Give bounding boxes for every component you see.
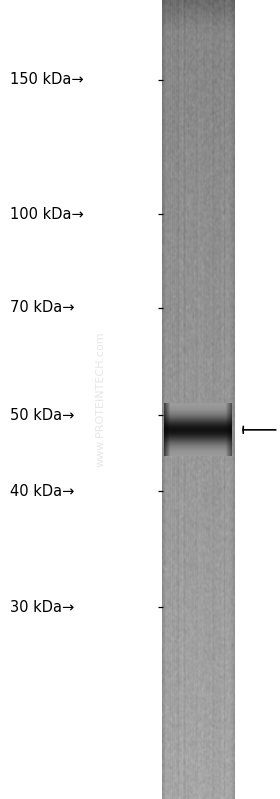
- Text: 150 kDa→: 150 kDa→: [10, 73, 83, 87]
- Text: 40 kDa→: 40 kDa→: [10, 484, 74, 499]
- Text: 30 kDa→: 30 kDa→: [10, 600, 74, 614]
- Text: 100 kDa→: 100 kDa→: [10, 207, 83, 221]
- Text: www.PROTEINTECH.com: www.PROTEINTECH.com: [96, 332, 106, 467]
- Text: 50 kDa→: 50 kDa→: [10, 408, 74, 423]
- Text: 70 kDa→: 70 kDa→: [10, 300, 74, 315]
